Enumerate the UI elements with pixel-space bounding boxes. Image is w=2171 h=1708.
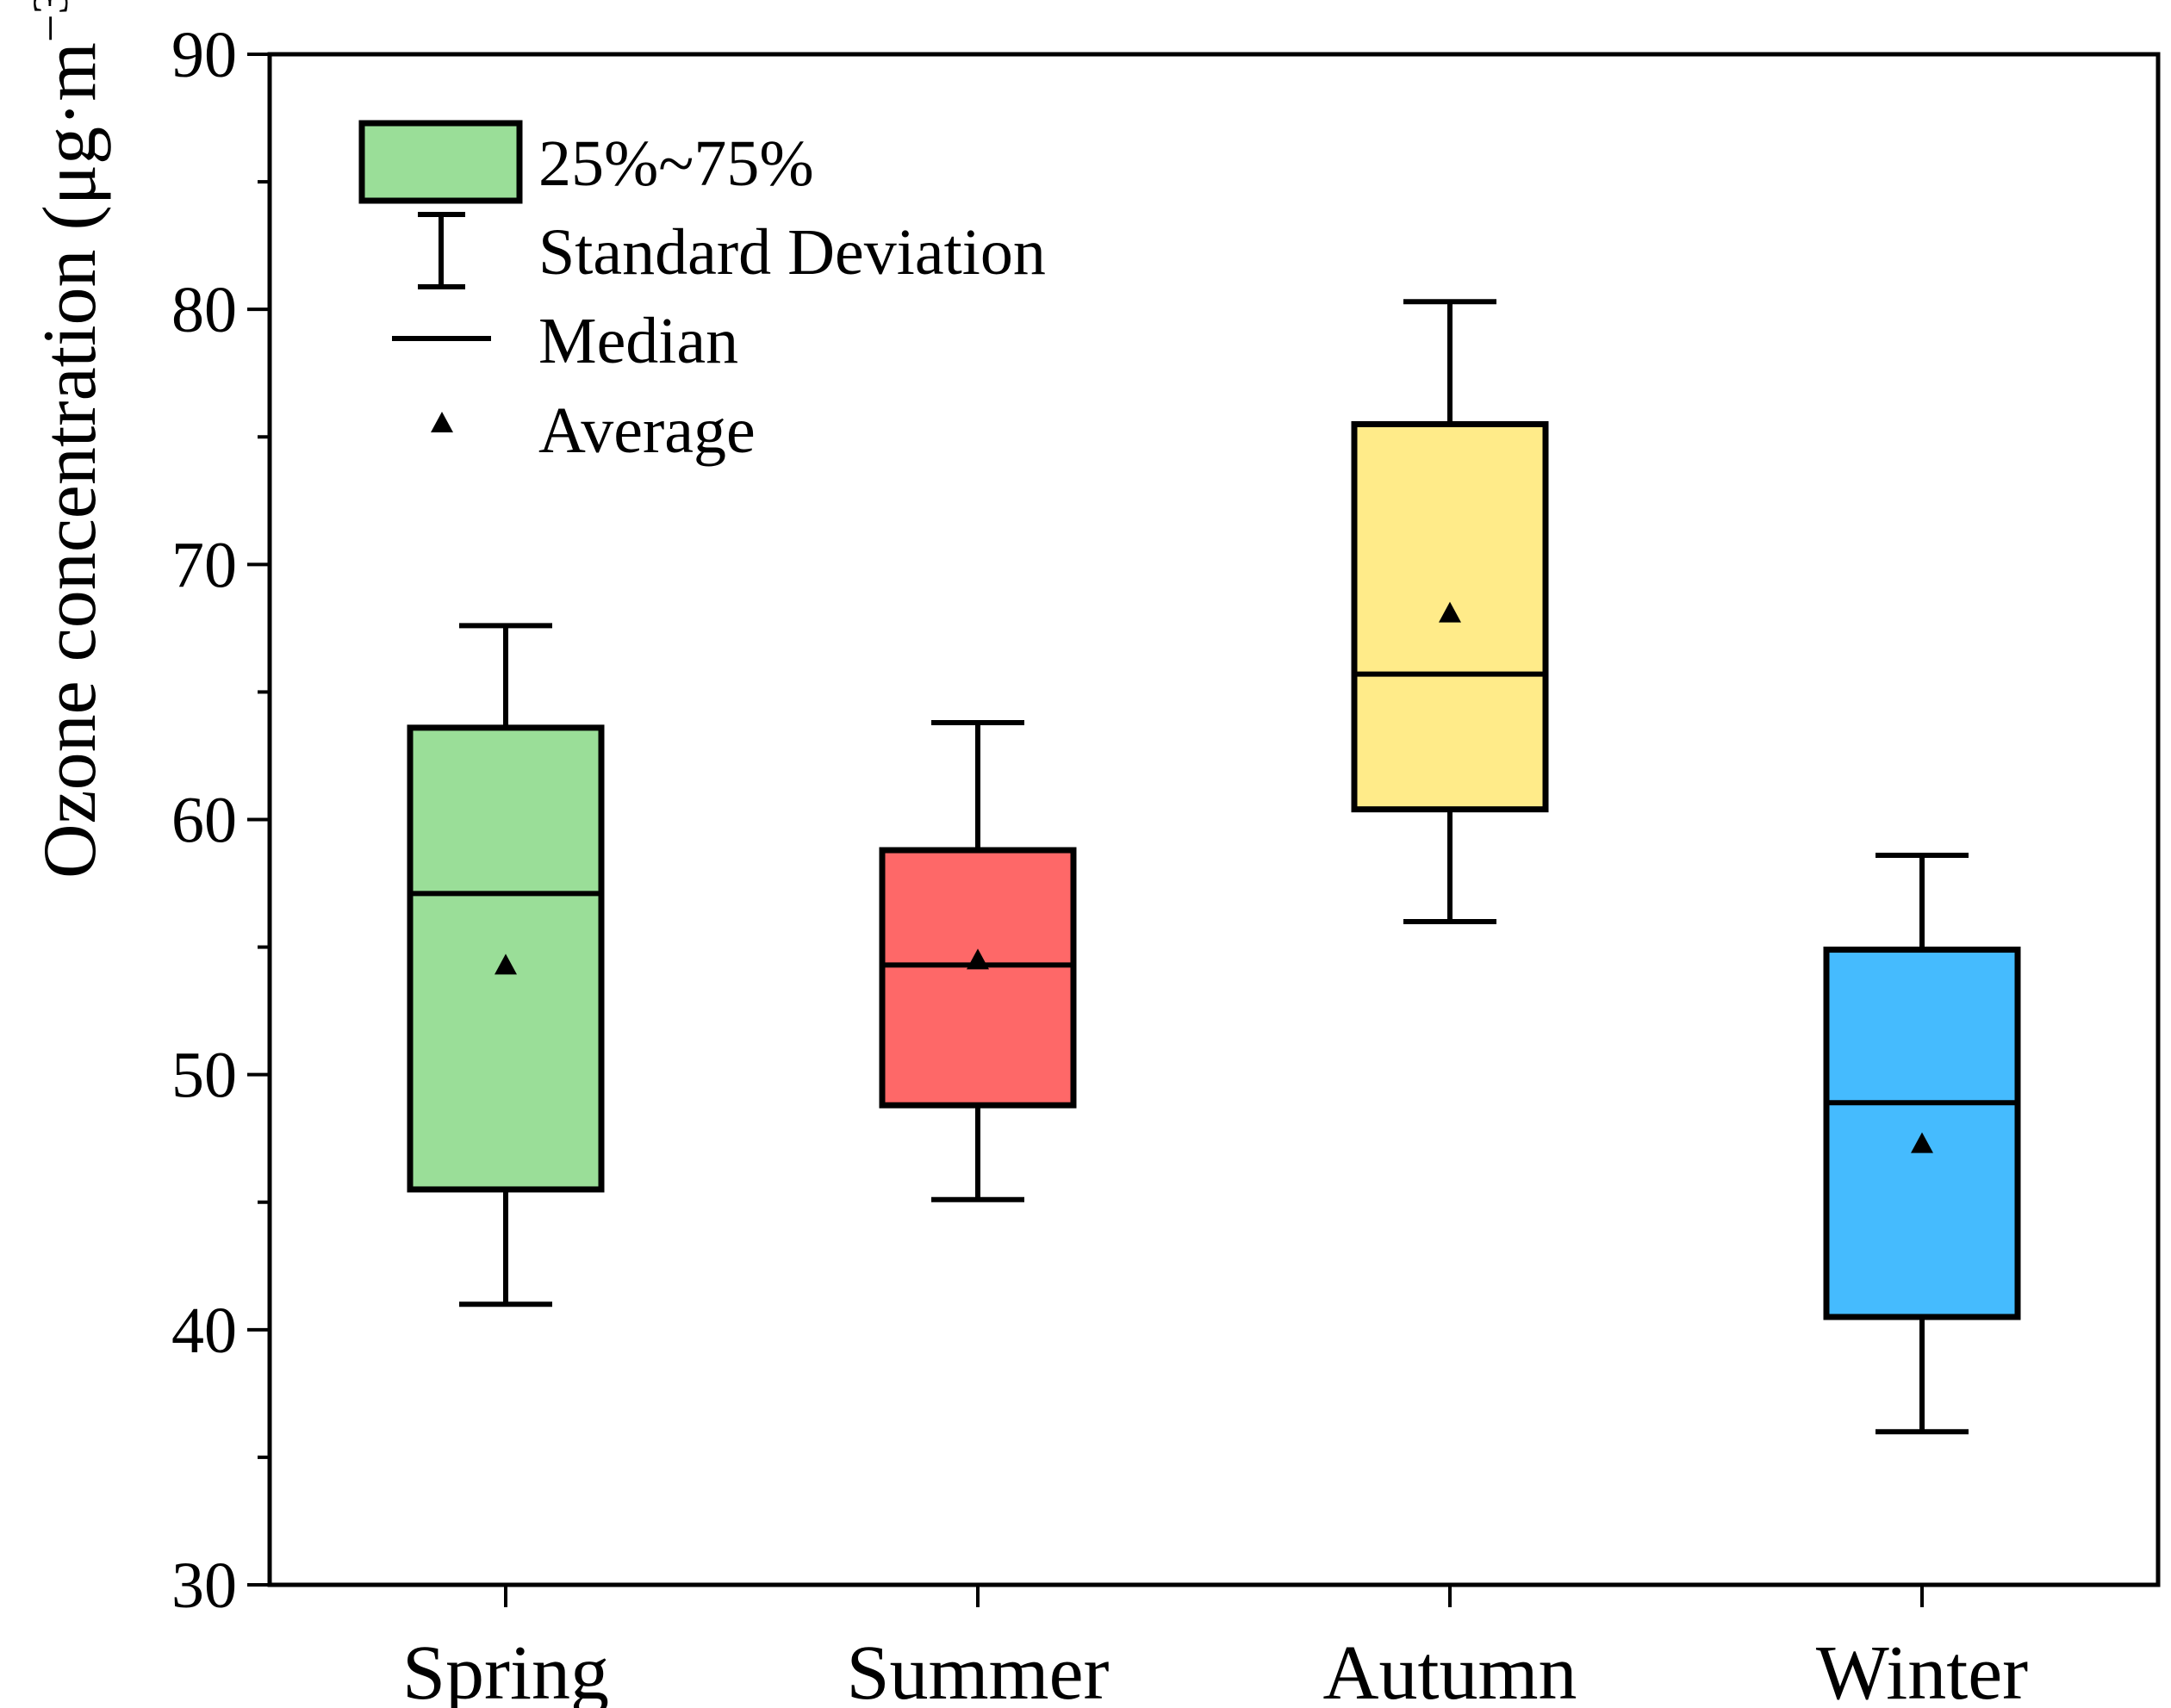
box-autumn — [1351, 299, 1549, 924]
legend-swatch-average — [431, 412, 453, 432]
y-tick-label: 60 — [171, 785, 237, 857]
y-axis: 30 40 50 60 70 80 90 — [171, 19, 270, 1622]
iqr-box — [879, 847, 1077, 1109]
x-axis: Spring Summer Autumn Winter — [402, 1585, 2028, 1708]
y-tick-label: 30 — [171, 1550, 237, 1622]
y-axis-title: Ozone concentration (μg·m−3) — [22, 0, 112, 879]
iqr-box — [407, 724, 605, 1193]
y-axis-title-superscript: −3 — [22, 0, 78, 42]
x-tick-label: Summer — [847, 1630, 1110, 1708]
legend-swatch-whisker — [418, 212, 465, 289]
legend-label-average: Average — [538, 394, 756, 467]
legend-swatch-box — [358, 120, 523, 204]
plot-frame — [267, 52, 2161, 1587]
x-tick-label: Winter — [1816, 1630, 2028, 1708]
y-tick-label: 70 — [171, 529, 237, 601]
box-summer — [879, 719, 1077, 1202]
mean-marker — [495, 953, 517, 975]
box-series — [407, 299, 2021, 1435]
legend: 25%~75% Standard Deviation Median Averag… — [358, 120, 1046, 467]
y-tick-label: 40 — [171, 1295, 237, 1367]
legend-label-box: 25%~75% — [538, 127, 814, 200]
mean-marker — [1439, 601, 1461, 623]
legend-label-median: Median — [538, 305, 738, 377]
y-tick-label: 80 — [171, 274, 237, 346]
x-tick-label: Spring — [402, 1630, 609, 1708]
legend-label-whisker: Standard Deviation — [538, 216, 1046, 289]
x-tick-label: Autumn — [1322, 1630, 1577, 1708]
box-spring — [407, 623, 605, 1307]
y-tick-label: 50 — [171, 1040, 237, 1112]
mean-marker — [967, 948, 989, 970]
mean-marker — [1911, 1132, 1933, 1153]
y-tick-label: 90 — [171, 19, 237, 91]
box-winter — [1823, 852, 2021, 1435]
y-axis-title-main: Ozone concentration (μg·m — [28, 42, 112, 879]
